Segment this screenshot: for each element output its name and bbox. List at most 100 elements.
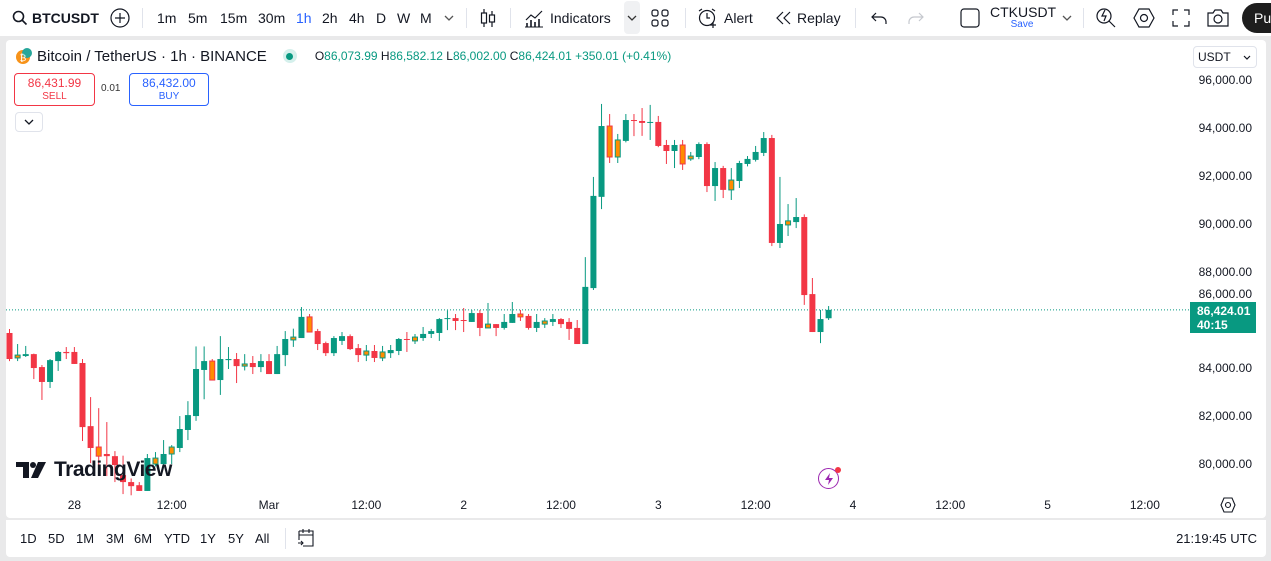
- indicators-button[interactable]: Indicators: [524, 0, 611, 36]
- compare-symbol-button[interactable]: [110, 0, 130, 36]
- gear-icon: [1220, 497, 1236, 513]
- chart-pane[interactable]: [6, 40, 1266, 518]
- interval-1m[interactable]: 1m: [157, 10, 177, 26]
- interval-30m[interactable]: 30m: [258, 10, 286, 26]
- candle-body: [557, 319, 564, 325]
- publish-button[interactable]: Pu: [1242, 3, 1271, 33]
- interval-4h[interactable]: 4h: [349, 10, 365, 26]
- range-ytd[interactable]: YTD: [164, 531, 190, 546]
- square-icon: [960, 8, 980, 28]
- snapshot-button[interactable]: [1207, 0, 1229, 36]
- candle-body: [71, 351, 78, 364]
- interval-W[interactable]: W: [397, 10, 411, 26]
- buy-price: 86,432.00: [142, 76, 196, 90]
- candle-body: [630, 120, 637, 122]
- range-1d[interactable]: 1D: [20, 531, 37, 546]
- alarm-clock-icon: [698, 8, 716, 28]
- candle-body: [687, 155, 694, 160]
- candle-body: [574, 327, 581, 345]
- candle-body: [120, 475, 127, 483]
- candle-body: [241, 363, 248, 367]
- range-6m[interactable]: 6M: [134, 531, 153, 546]
- candle-body: [314, 331, 321, 345]
- candle-body: [639, 120, 646, 123]
- symbol-title[interactable]: Bitcoin / TetherUS · 1h · BINANCE: [37, 47, 267, 65]
- candle-body: [355, 348, 362, 356]
- high-value: 86,582.12: [389, 49, 443, 63]
- currency-select[interactable]: USDT: [1193, 46, 1257, 68]
- candle-body: [768, 138, 775, 243]
- candlestick-chart[interactable]: 96,000.00 94,000.00 92,000.00 90,000.00 88,0…: [0, 0, 1271, 520]
- svg-text:₿: ₿: [20, 53, 27, 63]
- candle-body: [760, 138, 767, 153]
- interval-M[interactable]: M: [420, 10, 432, 26]
- events-icon[interactable]: [818, 467, 841, 489]
- chevron-down-icon: [1062, 15, 1072, 21]
- candle-body: [484, 323, 491, 329]
- candle-body: [582, 286, 589, 345]
- candle-body: [801, 217, 808, 296]
- clock-timezone[interactable]: 21:19:45 UTC: [1176, 531, 1257, 546]
- layout-dropdown-button[interactable]: [1061, 0, 1073, 36]
- candle-body: [525, 315, 532, 328]
- sell-button[interactable]: 86,431.99 SELL: [14, 73, 95, 106]
- interval-15m[interactable]: 15m: [220, 10, 248, 26]
- undo-icon: [871, 12, 887, 24]
- candle-body: [184, 415, 191, 430]
- candle-body: [103, 453, 110, 457]
- range-1y[interactable]: 1Y: [200, 531, 216, 546]
- undo-button[interactable]: [871, 0, 887, 36]
- candle-body: [87, 426, 94, 448]
- candle-body: [47, 360, 54, 382]
- go-to-date-button[interactable]: [296, 528, 316, 553]
- candle-body: [379, 351, 386, 359]
- fullscreen-button[interactable]: [1172, 0, 1190, 36]
- candle-body: [647, 121, 654, 123]
- search-icon: [12, 10, 28, 26]
- interval-2h[interactable]: 2h: [322, 10, 338, 26]
- range-all[interactable]: All: [255, 531, 270, 546]
- interval-1h[interactable]: 1h: [296, 10, 312, 26]
- x-tick-label: 5: [1044, 498, 1051, 512]
- alert-button[interactable]: Alert: [697, 0, 753, 36]
- range-5y[interactable]: 5Y: [228, 531, 244, 546]
- range-3m[interactable]: 3M: [106, 531, 125, 546]
- symbol-search-button[interactable]: BTCUSDT: [12, 0, 99, 36]
- y-tick-label: 96,000.00: [1199, 73, 1253, 87]
- candle-body: [663, 144, 670, 151]
- indicators-dropdown-button[interactable]: [624, 1, 640, 34]
- layout-button[interactable]: [960, 0, 980, 36]
- candle-body: [79, 362, 86, 428]
- replay-button[interactable]: Replay: [776, 0, 841, 36]
- buy-button[interactable]: 86,432.00 BUY: [129, 73, 209, 106]
- candle-body: [420, 333, 427, 339]
- axis-settings-button[interactable]: [1220, 497, 1236, 518]
- currency-label: USDT: [1198, 50, 1231, 64]
- interval-dropdown-button[interactable]: [443, 0, 455, 36]
- open-value: 86,073.99: [324, 49, 378, 63]
- candle-body: [322, 343, 329, 354]
- chart-type-button[interactable]: [478, 0, 498, 36]
- range-5d[interactable]: 5D: [48, 531, 65, 546]
- y-tick-label: 86,000.00: [1199, 287, 1253, 301]
- layout-name-button[interactable]: CTKUSDT Save: [990, 4, 1056, 30]
- grid-icon: [651, 9, 669, 27]
- candle-body: [428, 331, 435, 334]
- legend-collapse-button[interactable]: [15, 112, 43, 132]
- candle-body: [436, 319, 443, 333]
- candle-body: [249, 362, 256, 368]
- candle-body: [541, 320, 548, 325]
- y-tick-label: 84,000.00: [1199, 361, 1253, 375]
- tradingview-watermark[interactable]: TradingView: [16, 458, 172, 482]
- range-1m[interactable]: 1M: [76, 531, 95, 546]
- candle-body: [622, 120, 629, 141]
- candle-body: [679, 144, 686, 165]
- settings-button[interactable]: [1133, 0, 1155, 36]
- interval-5m[interactable]: 5m: [188, 10, 208, 26]
- candle-body: [144, 458, 151, 491]
- templates-button[interactable]: [651, 0, 669, 36]
- interval-D[interactable]: D: [376, 10, 387, 26]
- quick-search-button[interactable]: [1095, 0, 1117, 36]
- spread-value: 0.01: [101, 83, 121, 94]
- candle-body: [752, 151, 759, 160]
